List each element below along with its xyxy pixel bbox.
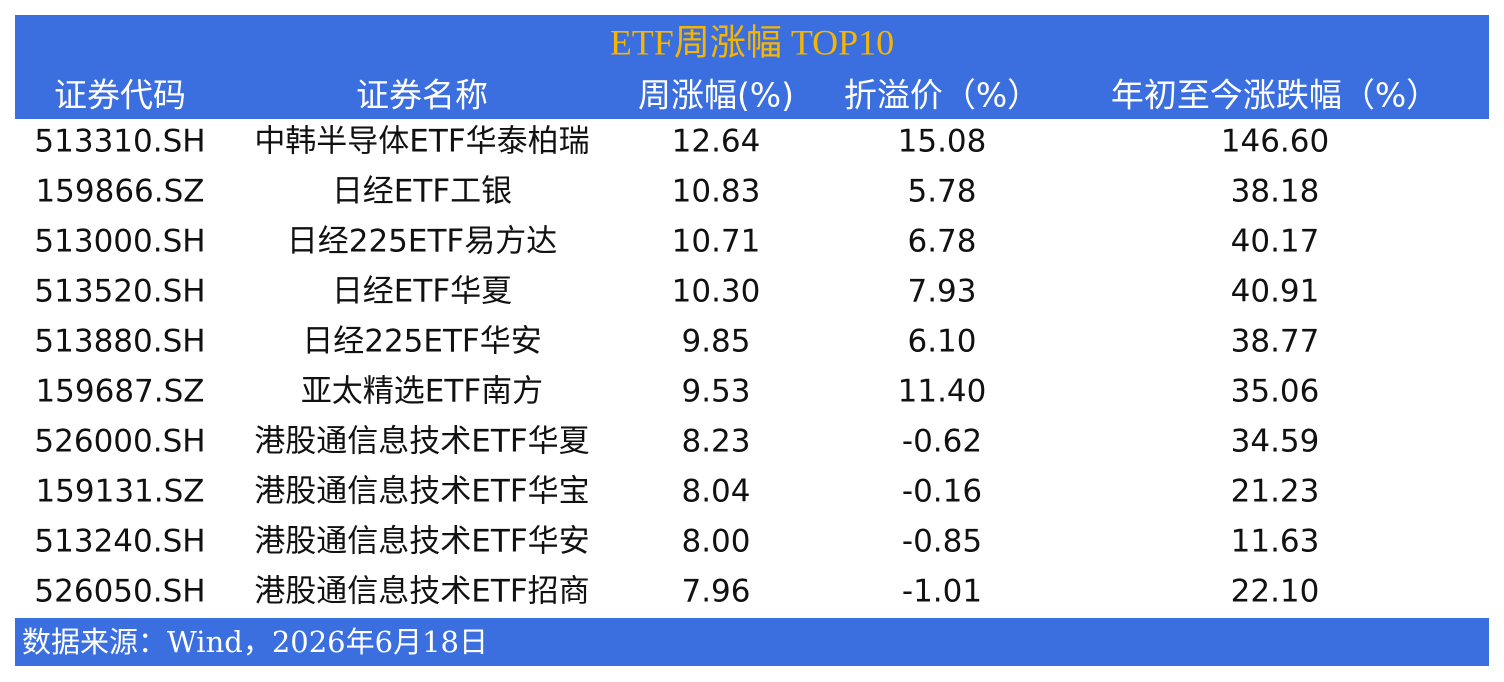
table-cell: 22.10: [1231, 574, 1320, 610]
column-header: 折溢价（%）: [844, 76, 1040, 115]
table-cell: 10.83: [672, 174, 761, 210]
column-header: 年初至今涨跌幅（%）: [1111, 76, 1439, 115]
source-note: 数据来源：Wind，2026年6月18日: [22, 625, 488, 659]
table-cell: 日经ETF工银: [332, 174, 512, 210]
table-cell: 日经225ETF华安: [302, 324, 542, 360]
table-cell: 8.23: [681, 424, 750, 460]
table-cell: 港股通信息技术ETF华宝: [254, 474, 589, 510]
table-cell: 8.04: [681, 474, 750, 510]
table-cell: -0.16: [902, 474, 982, 510]
title: ETF周涨幅 TOP10: [610, 22, 894, 62]
table-cell: 513310.SH: [34, 124, 205, 160]
table-cell: 38.18: [1231, 174, 1320, 210]
table-cell: 日经225ETF易方达: [287, 224, 558, 260]
table-cell: 6.78: [907, 224, 976, 260]
table-cell: 10.71: [672, 224, 761, 260]
table-cell: 7.96: [681, 574, 750, 610]
table-cell: 8.00: [681, 524, 750, 560]
table-cell: 35.06: [1231, 374, 1320, 410]
table-cell: 513000.SH: [34, 224, 205, 260]
table-cell: 11.40: [898, 374, 987, 410]
table-cell: 日经ETF华夏: [332, 274, 512, 310]
table-cell: 15.08: [898, 124, 987, 160]
column-header: 周涨幅(%): [638, 76, 794, 115]
table-cell: 9.85: [681, 324, 750, 360]
table-cell: -1.01: [902, 574, 982, 610]
table-cell: 港股通信息技术ETF华夏: [254, 424, 589, 460]
table-cell: 526000.SH: [34, 424, 205, 460]
table-cell: 港股通信息技术ETF华安: [254, 524, 589, 560]
table-cell: 亚太精选ETF南方: [301, 374, 543, 410]
table-cell: 10.30: [672, 274, 761, 310]
table-cell: 38.77: [1231, 324, 1320, 360]
table-cell: 159866.SZ: [35, 174, 204, 210]
footer-band: [15, 618, 1489, 666]
table-cell: 9.53: [681, 374, 750, 410]
table-cell: 7.93: [907, 274, 976, 310]
header-band: [15, 15, 1489, 119]
table-cell: 146.60: [1221, 124, 1329, 160]
table-cell: -0.85: [902, 524, 982, 560]
table-cell: 5.78: [907, 174, 976, 210]
table-cell: 港股通信息技术ETF招商: [254, 574, 589, 610]
table-cell: 513240.SH: [34, 524, 205, 560]
table-cell: 513520.SH: [34, 274, 205, 310]
table-cell: 40.91: [1231, 274, 1320, 310]
table-cell: 159687.SZ: [35, 374, 204, 410]
table-cell: 中韩半导体ETF华泰柏瑞: [254, 124, 589, 160]
table-cell: 34.59: [1231, 424, 1320, 460]
table-cell: 159131.SZ: [35, 474, 204, 510]
column-header: 证券代码: [54, 76, 186, 115]
column-header: 证券名称: [356, 76, 488, 115]
table-cell: 6.10: [907, 324, 976, 360]
table-cell: 513880.SH: [34, 324, 205, 360]
table-cell: 526050.SH: [34, 574, 205, 610]
table-cell: 21.23: [1231, 474, 1320, 510]
table-cell: -0.62: [902, 424, 982, 460]
table-cell: 40.17: [1231, 224, 1320, 260]
table-cell: 11.63: [1231, 524, 1320, 560]
table-cell: 12.64: [672, 124, 761, 160]
